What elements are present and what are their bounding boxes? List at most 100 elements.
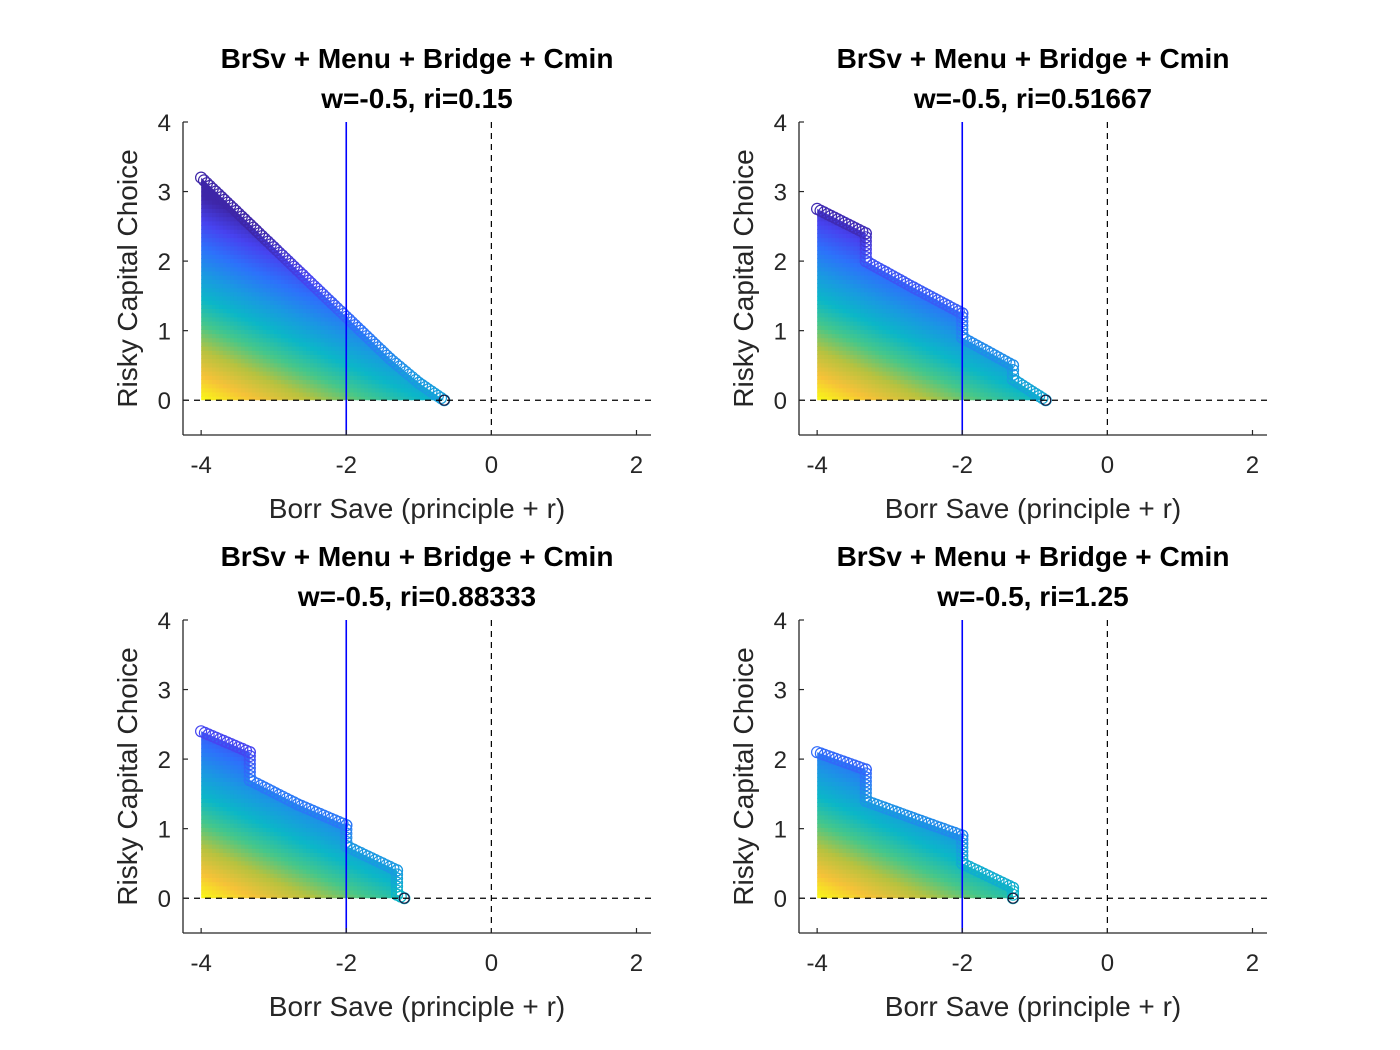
scatter-cell — [382, 177, 387, 180]
scatter-cell — [230, 177, 235, 180]
scatter-cell — [397, 316, 402, 322]
scatter-cell — [204, 279, 209, 284]
scatter-cell — [415, 220, 420, 226]
scatter-cell — [440, 283, 445, 289]
scatter-cell — [393, 283, 398, 289]
scatter-cell — [270, 316, 275, 322]
scatter-cell — [360, 366, 365, 372]
scatter-cell — [255, 216, 260, 222]
scatter-cell — [831, 371, 836, 376]
scatter-cell — [415, 179, 420, 184]
scatter-cell — [375, 275, 380, 280]
scatter-cell — [299, 391, 304, 397]
scatter-cell — [375, 295, 380, 301]
scatter-cell — [364, 279, 369, 284]
scatter-cell — [339, 237, 344, 243]
scatter-cell — [262, 279, 267, 284]
scatter-cell — [204, 291, 209, 297]
scatter-cell — [853, 337, 858, 343]
scatter-cell — [889, 350, 894, 355]
scatter-cell — [360, 183, 365, 188]
scatter-cell — [368, 270, 373, 276]
scatter-cell — [241, 245, 246, 251]
scatter-cell — [418, 250, 423, 255]
scatter-cell — [411, 387, 416, 393]
scatter-cell — [222, 354, 228, 360]
scatter-cell — [335, 262, 340, 268]
scatter-cell — [404, 254, 409, 259]
scatter-cell — [437, 216, 442, 222]
scatter-cell — [244, 379, 249, 385]
scatter-cell — [277, 341, 282, 347]
scatter-cell — [201, 346, 206, 351]
scatter-cell — [335, 245, 340, 251]
scatter-cell — [418, 270, 423, 276]
scatter-cell — [346, 320, 351, 326]
scatter-cell — [284, 383, 289, 389]
scatter-cell — [317, 396, 322, 401]
scatter-cell — [400, 216, 405, 222]
scatter-cell — [842, 295, 847, 301]
scatter-cell — [386, 171, 390, 176]
scatter-cell — [882, 208, 887, 209]
scatter-cell — [328, 204, 333, 209]
scatter-cell — [335, 279, 340, 284]
scatter-cell — [411, 262, 416, 268]
scatter-cell — [817, 245, 822, 251]
scatter-cell — [212, 358, 217, 364]
scatter-cell — [404, 308, 409, 314]
scatter-cell — [389, 179, 394, 184]
scatter-cell — [241, 387, 246, 393]
scatter-cell — [411, 304, 416, 309]
scatter-cell — [277, 224, 282, 230]
scatter-cell — [270, 187, 275, 193]
scatter-cell — [284, 362, 289, 368]
scatter-cell — [849, 308, 854, 314]
scatter-cell — [364, 358, 369, 364]
scatter-cell — [251, 300, 257, 305]
scatter-cell — [328, 337, 333, 343]
scatter-cell — [270, 229, 275, 234]
scatter-cell — [288, 179, 293, 184]
scatter-cell — [415, 279, 420, 284]
scatter-cell — [230, 312, 235, 318]
scatter-cell — [248, 208, 253, 213]
scatter-cell — [382, 291, 387, 297]
scatter-cell — [824, 391, 829, 397]
scatter-cell — [222, 275, 228, 280]
scatter-cell — [204, 250, 209, 255]
scatter-cell — [817, 362, 822, 368]
scatter-cell — [422, 224, 427, 230]
scatter-cell — [364, 216, 369, 222]
scatter-cell — [426, 341, 431, 347]
scatter-cell — [382, 216, 387, 222]
scatter-cell — [295, 333, 300, 339]
scatter-cell — [226, 391, 231, 397]
scatter-cell — [360, 187, 365, 193]
scatter-cell — [371, 358, 376, 364]
scatter-cell — [882, 304, 887, 309]
scatter-cell — [889, 237, 894, 243]
scatter-cell — [339, 337, 344, 343]
scatter-cell — [219, 245, 224, 251]
scatter-cell — [255, 250, 260, 255]
scatter-cell — [306, 337, 311, 343]
scatter-cell — [331, 220, 336, 226]
scatter-cell — [270, 179, 275, 184]
scatter-cell — [302, 191, 307, 197]
scatter-marker — [419, 381, 432, 394]
scatter-cell — [284, 371, 289, 376]
scatter-cell — [407, 262, 413, 268]
scatter-cell — [418, 237, 423, 243]
scatter-cell — [288, 295, 293, 301]
scatter-cell — [222, 177, 228, 180]
scatter-cell — [302, 177, 307, 180]
scatter-cell — [400, 304, 405, 309]
scatter-cell — [853, 316, 858, 322]
scatter-cell — [281, 187, 286, 193]
scatter-cell — [281, 220, 286, 226]
scatter-cell — [255, 191, 260, 197]
scatter-cell — [244, 279, 249, 284]
scatter-cell — [320, 266, 326, 272]
scatter-cell — [219, 366, 224, 372]
